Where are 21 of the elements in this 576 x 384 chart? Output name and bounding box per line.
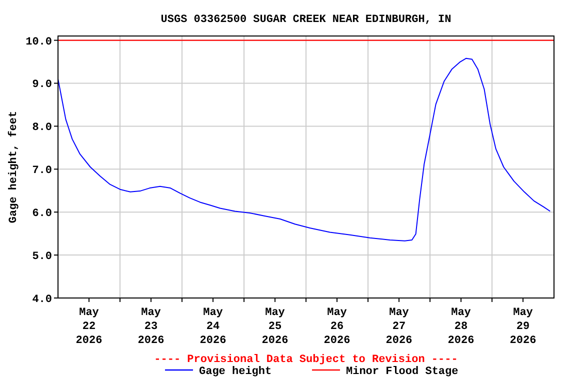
y-tick-label: 10.0: [26, 36, 52, 48]
x-tick-label: May 29 2026: [510, 307, 536, 347]
y-axis-title: Gage height, feet: [7, 110, 20, 224]
chart-title: USGS 03362500 SUGAR CREEK NEAR EDINBURGH, IN: [160, 14, 452, 26]
x-tick-label: May 24 2026: [200, 307, 226, 347]
legend-label: Gage height: [199, 366, 272, 378]
x-tick-label: May 25 2026: [262, 307, 288, 347]
x-tick-label: May 26 2026: [324, 307, 350, 347]
legend-label: Minor Flood Stage: [346, 366, 459, 378]
y-tick-label: 8.0: [32, 122, 52, 134]
text: ---- Provisional Data Subject to Revision ----: [154, 354, 458, 366]
y-tick-label: 5.0: [32, 251, 52, 264]
y-tick-label: 7.0: [32, 165, 52, 178]
x-tick-label: May 23 2026: [138, 307, 164, 347]
x-tick-label: May 28 2026: [448, 307, 474, 347]
line-series: [58, 58, 551, 242]
x-tick-label: May 27 2026: [386, 307, 412, 347]
x-tick-label: May 22 2026: [76, 307, 102, 347]
y-tick-label: 9.0: [32, 79, 52, 92]
y-tick-label: 4.0: [32, 294, 52, 306]
y-tick-label: 6.0: [32, 208, 52, 220]
